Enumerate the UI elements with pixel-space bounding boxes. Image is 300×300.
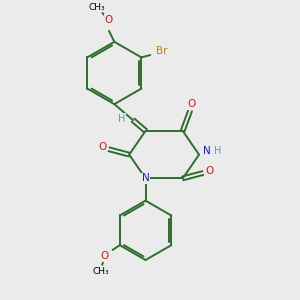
Text: O: O <box>205 166 214 176</box>
Text: CH₃: CH₃ <box>92 267 109 276</box>
Text: O: O <box>188 99 196 109</box>
Text: CH₃: CH₃ <box>88 3 105 12</box>
Text: Br: Br <box>156 46 168 56</box>
Text: N: N <box>142 173 149 183</box>
Text: H: H <box>214 146 221 156</box>
Text: H: H <box>118 114 125 124</box>
Text: O: O <box>98 142 106 152</box>
Text: O: O <box>105 15 113 25</box>
Text: N: N <box>203 146 211 156</box>
Text: O: O <box>100 251 109 262</box>
